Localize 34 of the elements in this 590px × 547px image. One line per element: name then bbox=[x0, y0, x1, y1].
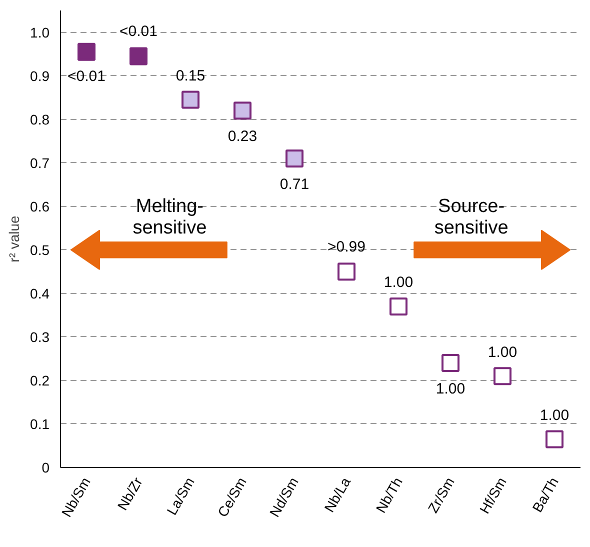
y-tick-label: 0.2 bbox=[30, 372, 50, 388]
annotation: Source- sensitive bbox=[434, 196, 508, 239]
y-tick-label: 1.0 bbox=[30, 24, 50, 40]
annotation: <0.01 bbox=[68, 68, 106, 86]
y-tick-label: 0.3 bbox=[30, 328, 50, 345]
annotation: >0.99 bbox=[328, 238, 366, 256]
y-tick-label: 0.4 bbox=[30, 285, 50, 302]
point bbox=[442, 354, 460, 372]
point bbox=[494, 367, 512, 386]
annotation: 1.00 bbox=[384, 274, 414, 292]
annotation: 0.23 bbox=[228, 128, 258, 145]
y-tick-label: 0.6 bbox=[30, 198, 50, 214]
annotation: Melting- sensitive bbox=[132, 196, 207, 239]
annotation: 0.15 bbox=[176, 67, 206, 84]
point bbox=[286, 149, 304, 168]
point bbox=[546, 430, 564, 448]
annotation: <0.01 bbox=[120, 22, 158, 40]
annotation: 1.00 bbox=[488, 344, 518, 361]
y-axis-title: r² value bbox=[6, 215, 22, 262]
y-tick-label: 0.5 bbox=[30, 242, 50, 258]
point bbox=[234, 102, 252, 120]
y-tick-label: 0.9 bbox=[30, 68, 50, 84]
y-tick-label: 0 bbox=[42, 460, 50, 476]
point bbox=[130, 47, 148, 66]
point bbox=[338, 262, 356, 281]
annotation: 1.00 bbox=[436, 380, 466, 398]
annotation: 1.00 bbox=[540, 406, 570, 424]
point bbox=[182, 90, 200, 109]
point bbox=[390, 297, 408, 316]
y-tick-label: 0.7 bbox=[30, 154, 50, 171]
y-tick-label: 0.8 bbox=[30, 111, 50, 128]
point bbox=[78, 42, 96, 61]
annotation: 0.71 bbox=[280, 176, 310, 193]
y-tick-label: 0.1 bbox=[30, 416, 50, 432]
